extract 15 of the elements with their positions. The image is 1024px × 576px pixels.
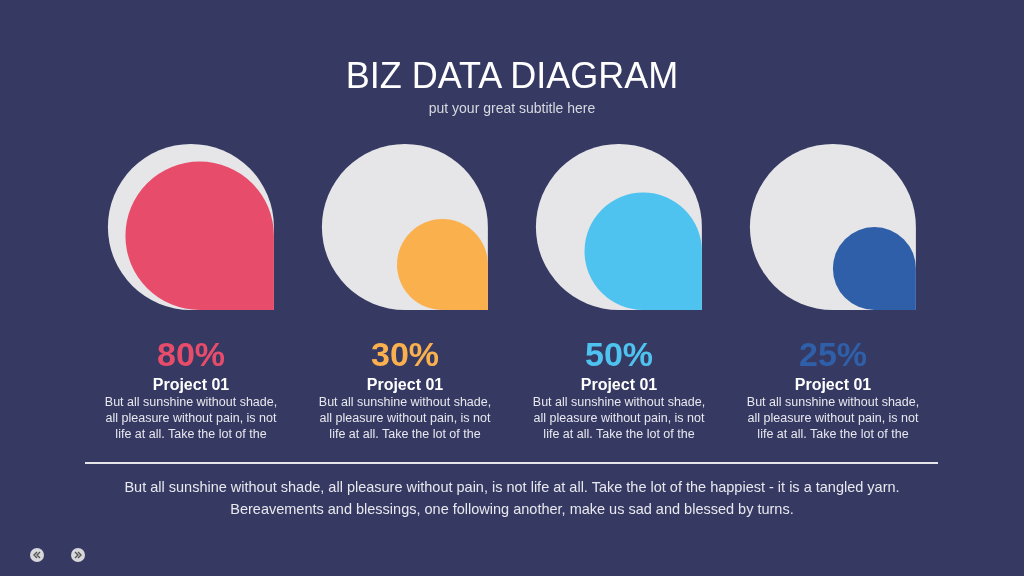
text: But all sunshine without shade, all pleasure without pain, is not life at all. Take the lot of the <box>745 394 921 442</box>
text: But all sunshine without shade, all pleasure without pain, is not life at all. Take the lot of the <box>103 394 279 442</box>
text: But all sunshine without shade, all pleasure without pain, is not life at all. Take the lot of the <box>531 394 707 442</box>
category-label: Project 01 <box>793 376 873 394</box>
text: BIZ DATA DIAGRAM <box>344 55 680 97</box>
category-label: Project 01 <box>579 376 659 394</box>
text: But all sunshine without shade, all pleasure without pain, is not life at all. Take the lot of the happiest - it is a tangled yarn. Bereavements and blessings, one following another, make us sad and blessed by turns. <box>123 478 901 519</box>
data-label: 50% <box>583 334 655 374</box>
data-label: 30% <box>369 334 441 374</box>
text: put your great subtitle here <box>427 100 597 116</box>
category-label: Project 01 <box>151 376 231 394</box>
text: But all sunshine without shade, all pleasure without pain, is not life at all. Take the lot of the <box>317 394 493 442</box>
data-label: 25% <box>797 334 869 374</box>
category-label: Project 01 <box>365 376 445 394</box>
data-label: 80% <box>155 334 227 374</box>
